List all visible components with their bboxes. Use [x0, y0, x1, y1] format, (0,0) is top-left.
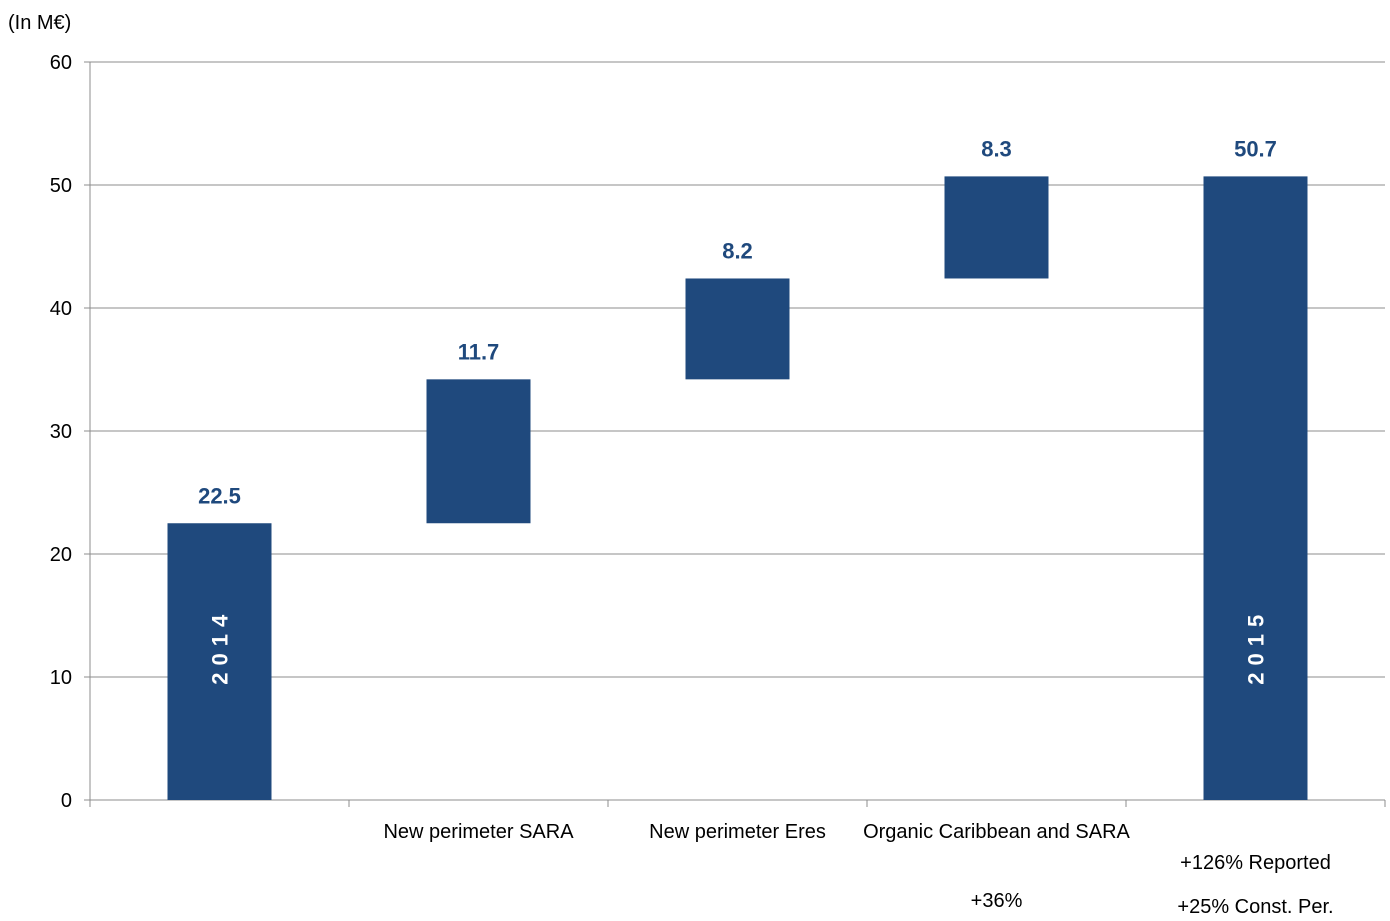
bar-year-label: 2015: [1244, 608, 1269, 685]
category-label: New perimeter Eres: [649, 821, 826, 843]
bar: [944, 176, 1049, 279]
organic-growth-note: +36%: [971, 890, 1023, 912]
bar: [167, 523, 272, 800]
category-label: Organic Caribbean and SARA: [863, 821, 1130, 843]
bar: [426, 379, 531, 524]
y-tick-label: 40: [50, 298, 72, 320]
value-label: 11.7: [458, 339, 500, 364]
y-tick-label: 60: [50, 52, 72, 74]
y-tick-label: 10: [50, 667, 72, 689]
value-label: 8.3: [981, 136, 1012, 161]
y-tick-label: 30: [50, 421, 72, 443]
value-label: 8.2: [722, 238, 753, 263]
unit-label: (In M€): [8, 12, 72, 34]
reported-growth-note: +126% Reported: [1180, 852, 1331, 874]
y-tick-label: 50: [50, 175, 72, 197]
bar: [1203, 176, 1308, 800]
category-label: New perimeter SARA: [383, 821, 574, 843]
y-tick-label: 20: [50, 544, 72, 566]
bar: [685, 278, 790, 380]
y-tick-label: 0: [61, 790, 72, 812]
value-label: 50.7: [1234, 136, 1277, 161]
constant-perimeter-note: +25% Const. Per.: [1177, 896, 1333, 918]
value-label: 22.5: [198, 483, 241, 508]
bar-year-label: 2014: [208, 608, 233, 685]
